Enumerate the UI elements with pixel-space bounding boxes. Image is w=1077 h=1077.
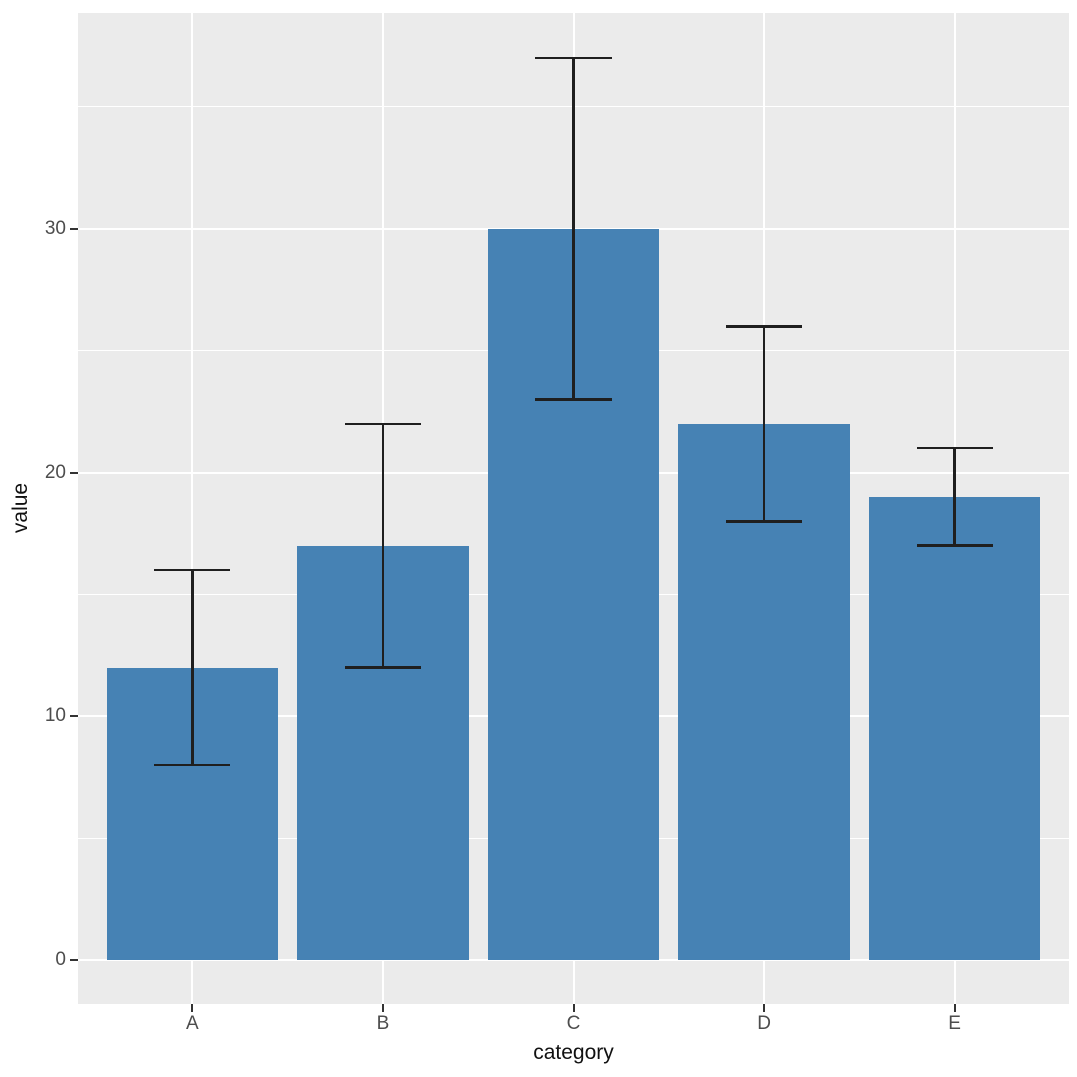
y-tick-mark bbox=[70, 959, 78, 962]
bar-E bbox=[868, 496, 1041, 961]
x-tick-mark bbox=[572, 1004, 575, 1012]
x-tick-mark bbox=[763, 1004, 766, 1012]
y-tick-label: 0 bbox=[55, 949, 66, 971]
x-tick-label: C bbox=[566, 1013, 581, 1034]
x-tick-label: B bbox=[376, 1013, 390, 1034]
error-bar-cap bbox=[154, 568, 231, 572]
x-axis-title: category bbox=[533, 1041, 614, 1064]
x-tick-mark bbox=[381, 1004, 384, 1012]
error-bar-line bbox=[191, 570, 194, 766]
error-bar-cap bbox=[344, 422, 422, 426]
x-tick-label: E bbox=[948, 1013, 961, 1034]
error-bar-cap bbox=[154, 763, 231, 767]
error-bar-cap bbox=[725, 325, 803, 328]
y-tick-label: 30 bbox=[44, 217, 66, 239]
error-bar-line bbox=[572, 58, 575, 400]
x-tick-mark bbox=[191, 1004, 194, 1012]
error-bar-cap bbox=[916, 446, 993, 450]
x-tick-label: A bbox=[186, 1013, 199, 1034]
error-bar-cap bbox=[535, 398, 612, 401]
y-axis-title: value bbox=[9, 482, 32, 534]
x-tick-mark bbox=[953, 1004, 956, 1012]
error-bar-line bbox=[953, 448, 956, 546]
y-tick-mark bbox=[70, 715, 78, 718]
error-bar-line bbox=[762, 326, 766, 522]
error-bar-cap bbox=[725, 520, 803, 523]
category-gridline bbox=[191, 13, 194, 1004]
y-tick-mark bbox=[70, 471, 78, 474]
y-tick-mark bbox=[70, 227, 78, 230]
x-tick-label: D bbox=[757, 1013, 771, 1034]
error-bar-cap bbox=[344, 666, 422, 669]
error-bar-cap bbox=[916, 544, 993, 547]
error-bar-line bbox=[381, 423, 385, 668]
error-bar-cap bbox=[535, 56, 612, 60]
y-tick-label: 20 bbox=[44, 461, 66, 483]
y-tick-label: 10 bbox=[44, 705, 66, 727]
